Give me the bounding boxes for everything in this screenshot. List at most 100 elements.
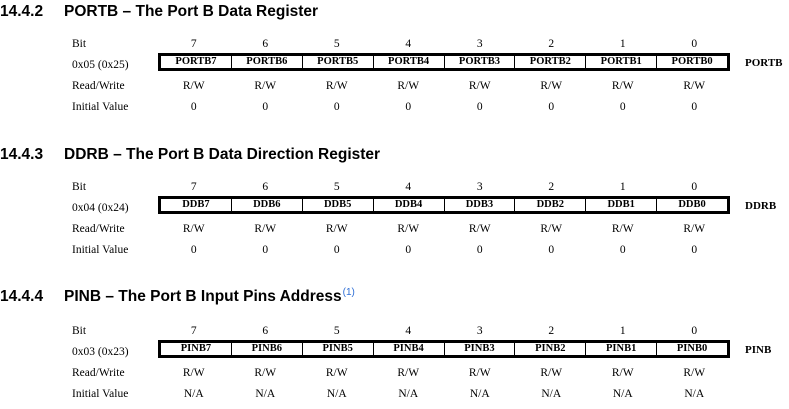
rw-cell: R/W [325, 367, 348, 379]
section-heading-ddrb: 14.4.3 DDRB – The Port B Data Direction R… [0, 145, 381, 164]
initial-cell: N/A [398, 388, 419, 400]
bit-cell: DDB6 [232, 199, 303, 211]
bit-number: 6 [262, 38, 269, 50]
bit-cell: PORTB2 [515, 56, 587, 68]
initial-cell: N/A [326, 388, 347, 400]
bit-cell: PORTB6 [232, 56, 303, 68]
initial-cell: 0 [619, 244, 626, 256]
bit-cell: PINB0 [676, 343, 708, 354]
rw-row: R/W R/W R/W R/W R/W R/W R/W R/W [158, 223, 730, 235]
bit-cell: DDB3 [445, 199, 516, 211]
bit-number: 2 [548, 181, 555, 193]
rw-cell: R/W [325, 80, 348, 92]
bit-cell: DDB0 [678, 199, 706, 210]
bit-number: 0 [691, 38, 698, 50]
section-title: DDRB – The Port B Data Direction Registe… [64, 146, 381, 163]
footnote-ref[interactable]: (1) [342, 287, 355, 298]
initial-cell: 0 [405, 101, 412, 113]
section-heading-pinb: 14.4.4 PINB – The Port B Input Pins Addre… [0, 287, 355, 306]
section-title: PORTB – The Port B Data Register [64, 3, 319, 20]
rw-cell: R/W [611, 367, 634, 379]
initial-cell: N/A [612, 388, 633, 400]
bit-cell: PINB6 [232, 343, 303, 355]
rw-cell: R/W [182, 223, 205, 235]
initial-cell: 0 [476, 101, 483, 113]
register-bit-box: PORTB7 PORTB6 PORTB5 PORTB4 PORTB3 PORTB2 PORT… [158, 53, 730, 71]
bit-cell: PINB5 [303, 343, 374, 355]
register-address: 0x05 (0x25) [72, 59, 129, 71]
initial-row-label: Initial Value [72, 244, 129, 256]
initial-cell: 0 [476, 244, 483, 256]
initial-cell: N/A [255, 388, 276, 400]
rw-cell: R/W [397, 80, 420, 92]
bit-number: 1 [619, 325, 626, 337]
rw-cell: R/W [254, 80, 277, 92]
register-bit-box: PINB7 PINB6 PINB5 PINB4 PINB3 PINB2 PINB1 PINB0 [158, 340, 730, 358]
register-address: 0x04 (0x24) [72, 202, 129, 214]
rw-row-label: Read/Write [72, 80, 125, 92]
rw-cell: R/W [540, 223, 563, 235]
initial-row-label: Initial Value [72, 388, 129, 400]
bit-cell: PORTB3 [445, 56, 516, 68]
bit-cell: DDB4 [374, 199, 445, 211]
initial-cell: 0 [333, 101, 340, 113]
initial-cell: 0 [619, 101, 626, 113]
initial-value-row: 0 0 0 0 0 0 0 0 [158, 244, 730, 256]
bit-numbers-row: 7 6 5 4 3 2 1 0 [158, 38, 730, 50]
section-number: 14.4.2 [0, 3, 44, 20]
initial-cell: 0 [548, 244, 555, 256]
bit-row-label: Bit [72, 181, 87, 193]
bit-number: 3 [476, 38, 483, 50]
bit-number: 0 [691, 325, 698, 337]
initial-cell: 0 [262, 244, 269, 256]
bit-cell: DDB5 [303, 199, 374, 211]
rw-row-label: Read/Write [72, 367, 125, 379]
rw-cell: R/W [683, 223, 706, 235]
bit-cell: PORTB7 [161, 56, 232, 68]
bit-number: 1 [619, 181, 626, 193]
initial-cell: N/A [541, 388, 562, 400]
rw-row: R/W R/W R/W R/W R/W R/W R/W R/W [158, 367, 730, 379]
rw-cell: R/W [683, 80, 706, 92]
initial-value-row: 0 0 0 0 0 0 0 0 [158, 101, 730, 113]
register-name: DDRB [745, 200, 777, 212]
section-title: PINB – The Port B Input Pins Address [64, 288, 342, 305]
rw-cell: R/W [397, 223, 420, 235]
bit-number: 7 [190, 38, 197, 50]
bit-cell: PINB3 [445, 343, 516, 355]
rw-cell: R/W [468, 223, 491, 235]
initial-cell: N/A [469, 388, 490, 400]
bit-number: 7 [190, 181, 197, 193]
bit-cell: PORTB4 [374, 56, 445, 68]
rw-cell: R/W [540, 80, 563, 92]
rw-cell: R/W [397, 367, 420, 379]
bit-number: 0 [691, 181, 698, 193]
initial-cell: N/A [183, 388, 204, 400]
bit-number: 6 [262, 181, 269, 193]
rw-cell: R/W [182, 367, 205, 379]
bit-cell: DDB2 [515, 199, 587, 211]
initial-row-label: Initial Value [72, 101, 129, 113]
rw-cell: R/W [254, 223, 277, 235]
bit-number: 1 [619, 38, 626, 50]
initial-cell: N/A [684, 388, 705, 400]
bit-number: 5 [333, 38, 340, 50]
bit-row-label: Bit [72, 325, 87, 337]
bit-number: 4 [405, 181, 412, 193]
bit-number: 5 [333, 325, 340, 337]
initial-cell: 0 [405, 244, 412, 256]
initial-value-row: N/A N/A N/A N/A N/A N/A N/A N/A [158, 388, 730, 400]
bit-row-label: Bit [72, 38, 87, 50]
bit-cell: PINB7 [161, 343, 232, 355]
bit-number: 7 [190, 325, 197, 337]
section-heading-portb: 14.4.2 PORTB – The Port B Data Register [0, 2, 319, 21]
bit-cell: PORTB1 [586, 56, 658, 68]
rw-cell: R/W [325, 223, 348, 235]
bit-cell: PINB4 [374, 343, 445, 355]
bit-number: 6 [262, 325, 269, 337]
bit-number: 4 [405, 325, 412, 337]
bit-cell: DDB1 [586, 199, 658, 211]
bit-number: 2 [548, 325, 555, 337]
initial-cell: 0 [333, 244, 340, 256]
